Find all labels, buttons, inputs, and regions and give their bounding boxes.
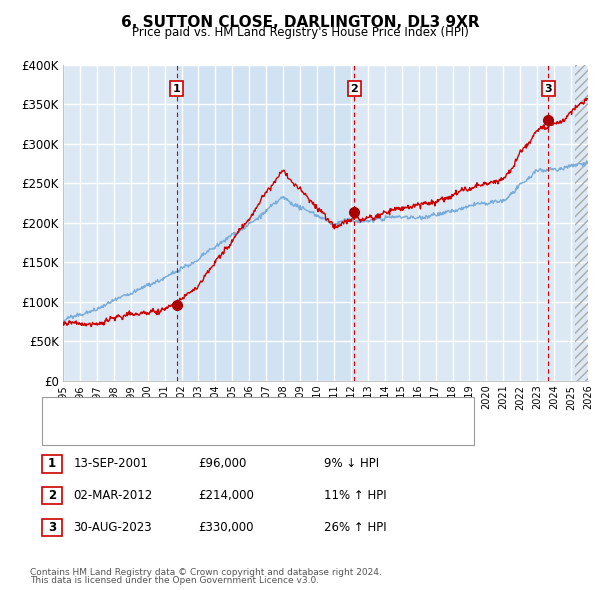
Text: 9% ↓ HPI: 9% ↓ HPI <box>324 457 379 470</box>
Text: 11% ↑ HPI: 11% ↑ HPI <box>324 489 386 502</box>
Text: 3: 3 <box>545 84 552 94</box>
Text: 13-SEP-2001: 13-SEP-2001 <box>73 457 148 470</box>
Text: £330,000: £330,000 <box>198 521 254 534</box>
Text: 2: 2 <box>350 84 358 94</box>
Text: Contains HM Land Registry data © Crown copyright and database right 2024.: Contains HM Land Registry data © Crown c… <box>30 568 382 577</box>
Text: HPI: Average price, detached house, Darlington: HPI: Average price, detached house, Darl… <box>81 427 346 437</box>
Text: 2: 2 <box>48 489 56 502</box>
Text: £214,000: £214,000 <box>198 489 254 502</box>
Text: 1: 1 <box>48 457 56 470</box>
Bar <box>176 65 355 381</box>
Text: 26% ↑ HPI: 26% ↑ HPI <box>324 521 386 534</box>
Text: 6, SUTTON CLOSE, DARLINGTON, DL3 9XR (detached house): 6, SUTTON CLOSE, DARLINGTON, DL3 9XR (de… <box>81 405 418 415</box>
Text: 6, SUTTON CLOSE, DARLINGTON, DL3 9XR: 6, SUTTON CLOSE, DARLINGTON, DL3 9XR <box>121 15 479 30</box>
Text: 30-AUG-2023: 30-AUG-2023 <box>73 521 152 534</box>
Text: This data is licensed under the Open Government Licence v3.0.: This data is licensed under the Open Gov… <box>30 576 319 585</box>
Text: Price paid vs. HM Land Registry's House Price Index (HPI): Price paid vs. HM Land Registry's House … <box>131 26 469 39</box>
Text: 3: 3 <box>48 521 56 534</box>
Text: 1: 1 <box>173 84 181 94</box>
Text: 02-MAR-2012: 02-MAR-2012 <box>73 489 152 502</box>
Text: £96,000: £96,000 <box>198 457 247 470</box>
